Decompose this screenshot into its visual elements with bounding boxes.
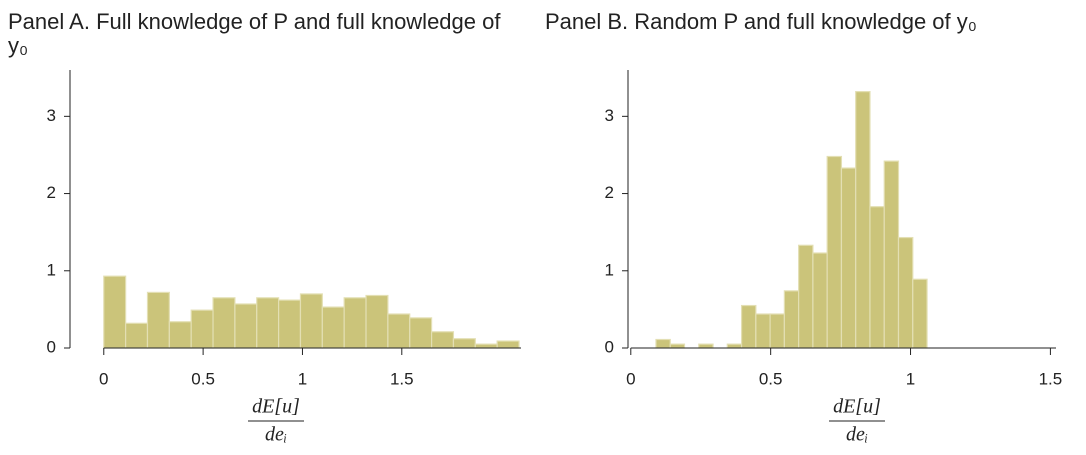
y-tick-label: 2 bbox=[605, 183, 614, 202]
bar bbox=[855, 91, 871, 349]
x-tick-label: 0.5 bbox=[191, 369, 215, 388]
x-label-denominator: deᵢ bbox=[265, 424, 287, 446]
bar bbox=[496, 340, 520, 349]
bar bbox=[740, 304, 757, 349]
bar bbox=[103, 275, 127, 349]
bar bbox=[755, 313, 771, 349]
y-tick-label: 0 bbox=[605, 337, 614, 356]
panel-title: Panel B. Random P and full knowledge of … bbox=[545, 9, 977, 34]
bar bbox=[869, 206, 885, 349]
bar bbox=[812, 252, 828, 349]
x-label-numerator: dE[u] bbox=[833, 396, 881, 418]
x-label-denominator: deᵢ bbox=[846, 424, 868, 446]
bar bbox=[840, 167, 857, 349]
bar bbox=[769, 313, 785, 349]
x-tick-label: 0 bbox=[99, 369, 108, 388]
bar bbox=[655, 338, 671, 349]
bar bbox=[343, 297, 367, 349]
bar bbox=[698, 343, 714, 349]
bar bbox=[234, 303, 258, 349]
bar bbox=[321, 306, 345, 349]
panel-title: Panel A. Full knowledge of P and full kn… bbox=[8, 9, 501, 58]
bar bbox=[387, 313, 411, 349]
y-tick-label: 1 bbox=[47, 260, 56, 279]
bar bbox=[474, 343, 498, 349]
bar bbox=[299, 293, 323, 349]
x-tick-label: 0.5 bbox=[759, 369, 783, 388]
x-tick-label: 1.5 bbox=[390, 369, 414, 388]
x-tick-label: 1 bbox=[298, 369, 307, 388]
y-tick-label: 1 bbox=[605, 260, 614, 279]
bar bbox=[146, 291, 170, 349]
bar bbox=[212, 297, 236, 349]
bar bbox=[826, 155, 843, 349]
bar bbox=[125, 322, 149, 349]
x-label-numerator: dE[u] bbox=[252, 396, 300, 418]
x-tick-label: 1.5 bbox=[1039, 369, 1063, 388]
bar bbox=[883, 160, 900, 349]
x-tick-label: 0 bbox=[626, 369, 635, 388]
x-tick-label: 1 bbox=[906, 369, 915, 388]
bar bbox=[912, 278, 928, 349]
bar bbox=[430, 331, 455, 349]
bar bbox=[783, 290, 800, 349]
bar bbox=[190, 309, 214, 349]
y-tick-label: 2 bbox=[47, 183, 56, 202]
bar bbox=[726, 343, 743, 349]
bar bbox=[278, 299, 302, 349]
bar bbox=[256, 297, 280, 349]
bar bbox=[897, 236, 914, 349]
y-tick-label: 3 bbox=[605, 106, 614, 125]
bar bbox=[798, 244, 814, 349]
y-tick-label: 3 bbox=[47, 106, 56, 125]
bar bbox=[409, 317, 433, 349]
bar bbox=[669, 343, 686, 349]
bar bbox=[365, 294, 389, 349]
bar bbox=[168, 321, 192, 349]
y-tick-label: 0 bbox=[47, 337, 56, 356]
bar bbox=[452, 338, 476, 349]
